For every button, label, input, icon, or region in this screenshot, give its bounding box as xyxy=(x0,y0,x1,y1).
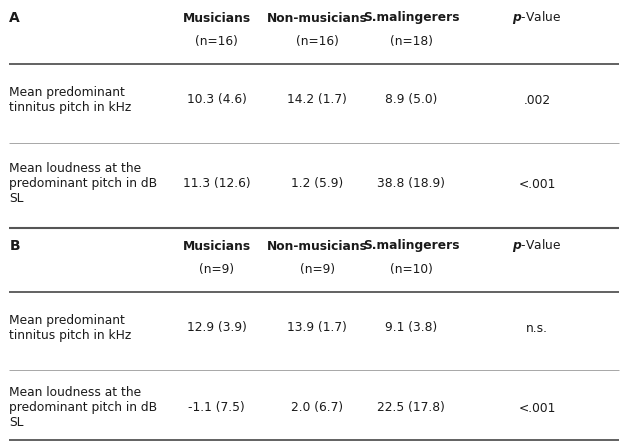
Text: 10.3 (4.6): 10.3 (4.6) xyxy=(187,93,247,106)
Text: <.001: <.001 xyxy=(518,177,556,190)
Text: (n=9): (n=9) xyxy=(199,263,234,277)
Text: (n=9): (n=9) xyxy=(300,263,335,277)
Text: 9.1 (3.8): 9.1 (3.8) xyxy=(385,321,438,334)
Text: .002: .002 xyxy=(523,93,551,106)
Text: Non-musicians: Non-musicians xyxy=(267,12,367,25)
Text: 14.2 (1.7): 14.2 (1.7) xyxy=(287,93,347,106)
Text: (n=16): (n=16) xyxy=(296,35,338,49)
Text: A: A xyxy=(9,11,20,25)
Text: 1.2 (5.9): 1.2 (5.9) xyxy=(291,177,344,190)
Text: Mean loudness at the
predominant pitch in dB
SL: Mean loudness at the predominant pitch i… xyxy=(9,387,158,430)
Text: Mean predominant
tinnitus pitch in kHz: Mean predominant tinnitus pitch in kHz xyxy=(9,86,132,114)
Text: (n=10): (n=10) xyxy=(390,263,433,277)
Text: 22.5 (17.8): 22.5 (17.8) xyxy=(377,401,445,414)
Text: B: B xyxy=(9,239,20,253)
Text: 12.9 (3.9): 12.9 (3.9) xyxy=(187,321,247,334)
Text: 2.0 (6.7): 2.0 (6.7) xyxy=(291,401,344,414)
Text: 11.3 (12.6): 11.3 (12.6) xyxy=(183,177,251,190)
Text: 13.9 (1.7): 13.9 (1.7) xyxy=(287,321,347,334)
Text: (n=16): (n=16) xyxy=(195,35,238,49)
Text: 8.9 (5.0): 8.9 (5.0) xyxy=(385,93,438,106)
Text: <.001: <.001 xyxy=(518,401,556,414)
Text: 38.8 (18.9): 38.8 (18.9) xyxy=(377,177,445,190)
Text: Mean loudness at the
predominant pitch in dB
SL: Mean loudness at the predominant pitch i… xyxy=(9,163,158,206)
Text: S.malingerers: S.malingerers xyxy=(363,240,460,253)
Text: n.s.: n.s. xyxy=(526,321,548,334)
Text: Musicians: Musicians xyxy=(183,240,251,253)
Text: Musicians: Musicians xyxy=(183,12,251,25)
Text: $\bfit{p}$-Value: $\bfit{p}$-Value xyxy=(512,9,561,26)
Text: $\bfit{p}$-Value: $\bfit{p}$-Value xyxy=(512,237,561,254)
Text: (n=18): (n=18) xyxy=(390,35,433,49)
Text: Mean predominant
tinnitus pitch in kHz: Mean predominant tinnitus pitch in kHz xyxy=(9,314,132,342)
Text: Non-musicians: Non-musicians xyxy=(267,240,367,253)
Text: -1.1 (7.5): -1.1 (7.5) xyxy=(188,401,245,414)
Text: S.malingerers: S.malingerers xyxy=(363,12,460,25)
